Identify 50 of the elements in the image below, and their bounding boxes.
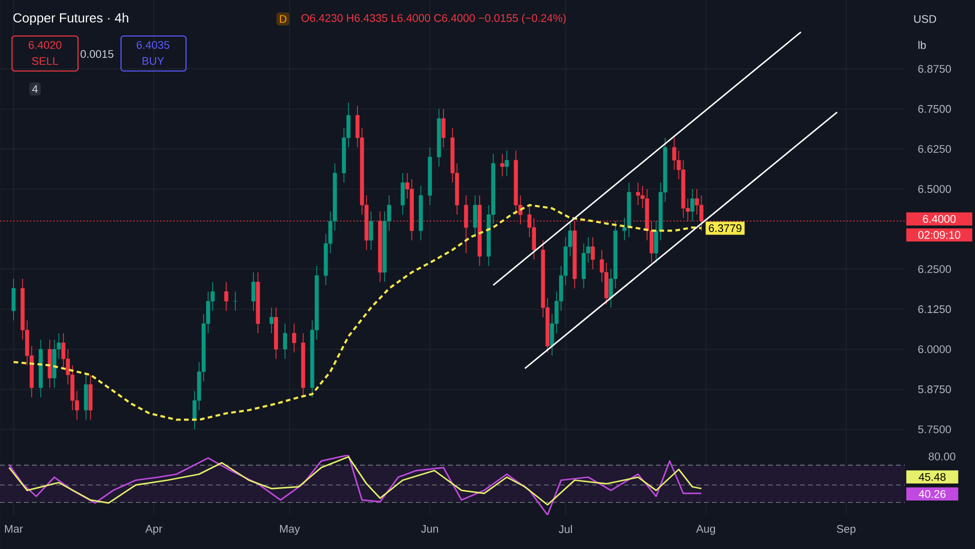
y-tick-label: 6.1250 (918, 305, 951, 314)
x-tick-label: May (280, 525, 300, 535)
x-tick-label: Mar (5, 525, 23, 533)
ref-line-label: 6.4000 (923, 215, 956, 223)
y-tick-label: 6.5000 (918, 185, 951, 193)
text: 40.26 (918, 490, 946, 498)
y-tick-label: 6.6250 (918, 145, 951, 153)
candlestick (532, 217, 536, 260)
annotation: 4 (32, 85, 38, 93)
candlestick (636, 182, 640, 206)
candlestick (12, 278, 16, 321)
text: lb (918, 40, 926, 50)
x-tick-label: Jul (558, 525, 572, 534)
annotation: D (280, 15, 286, 23)
annotation: BUY (142, 57, 164, 65)
candlestick (369, 211, 374, 250)
annotation: 6.4020 (28, 41, 62, 49)
x-tick-label: Sep (836, 525, 856, 535)
text: 80.00 (928, 452, 956, 460)
text: USD (914, 15, 936, 23)
y-tick-label: 6.0000 (918, 345, 951, 354)
candlestick (270, 307, 274, 334)
candlestick (473, 195, 478, 238)
candlestick (251, 272, 256, 312)
candlestick (500, 153, 504, 177)
y-tick-label: 5.8750 (918, 385, 951, 394)
candlestick (590, 236, 595, 270)
annotation: 6.4035 (136, 41, 170, 49)
annotation: O6.4230 H6.4335 L6.4000 C6.4000 −0.0155 (−0.24%) (301, 14, 566, 24)
candlestick (441, 108, 446, 148)
x-tick-label: Apr (145, 525, 162, 535)
y-tick-label: 6.8750 (918, 64, 951, 73)
y-tick-label: 6.2500 (918, 265, 951, 274)
candlestick (504, 150, 509, 177)
x-tick-label: Jun (421, 525, 438, 533)
text: 02:09:10 (918, 231, 960, 239)
candlestick (224, 282, 228, 312)
x-tick-label: Aug (696, 525, 715, 535)
annotation: SELL (32, 57, 58, 65)
candlestick (283, 323, 288, 360)
y-tick-label: 5.7500 (918, 425, 951, 434)
candlestick (400, 172, 405, 216)
line-series (12, 204, 702, 421)
candlestick (292, 323, 296, 353)
y-tick-label: 6.7500 (918, 105, 951, 113)
candlestick (690, 188, 694, 222)
annotation: 0.0015 (80, 50, 114, 58)
data-label: 6.3779 (708, 224, 742, 232)
text: 45.48 (918, 473, 946, 481)
text: Copper Futures · 4h (13, 12, 128, 26)
